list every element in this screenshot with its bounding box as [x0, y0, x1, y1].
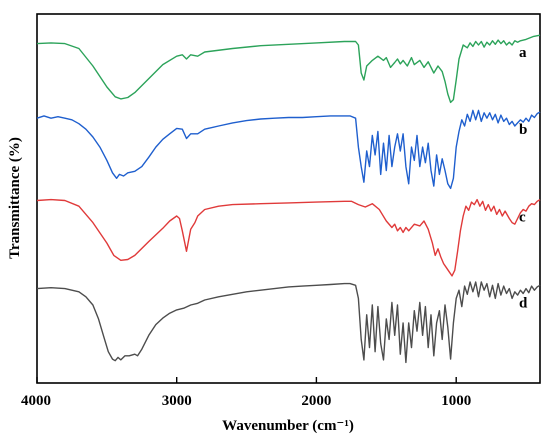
- series-line-d: [36, 281, 541, 364]
- series-line-a: [36, 34, 541, 104]
- series-label-b: b: [519, 122, 527, 138]
- x-tick-label: 3000: [162, 393, 192, 409]
- plot-frame: [36, 13, 541, 384]
- x-axis-ticks: 4000 3000 2000 1000: [21, 377, 471, 409]
- x-tick-label: 1000: [441, 393, 471, 409]
- y-axis-label: Transmittance (%): [7, 137, 23, 259]
- x-tick-label: 4000: [21, 393, 51, 409]
- series-line-b: [36, 109, 541, 190]
- series-layer: a b c d: [36, 34, 541, 364]
- series-line-c: [36, 198, 541, 277]
- x-tick-label: 2000: [301, 393, 331, 409]
- x-axis-label: Wavenumber (cm⁻¹): [222, 418, 354, 434]
- series-label-c: c: [519, 210, 526, 226]
- series-label-d: d: [519, 295, 528, 311]
- series-label-a: a: [519, 45, 527, 61]
